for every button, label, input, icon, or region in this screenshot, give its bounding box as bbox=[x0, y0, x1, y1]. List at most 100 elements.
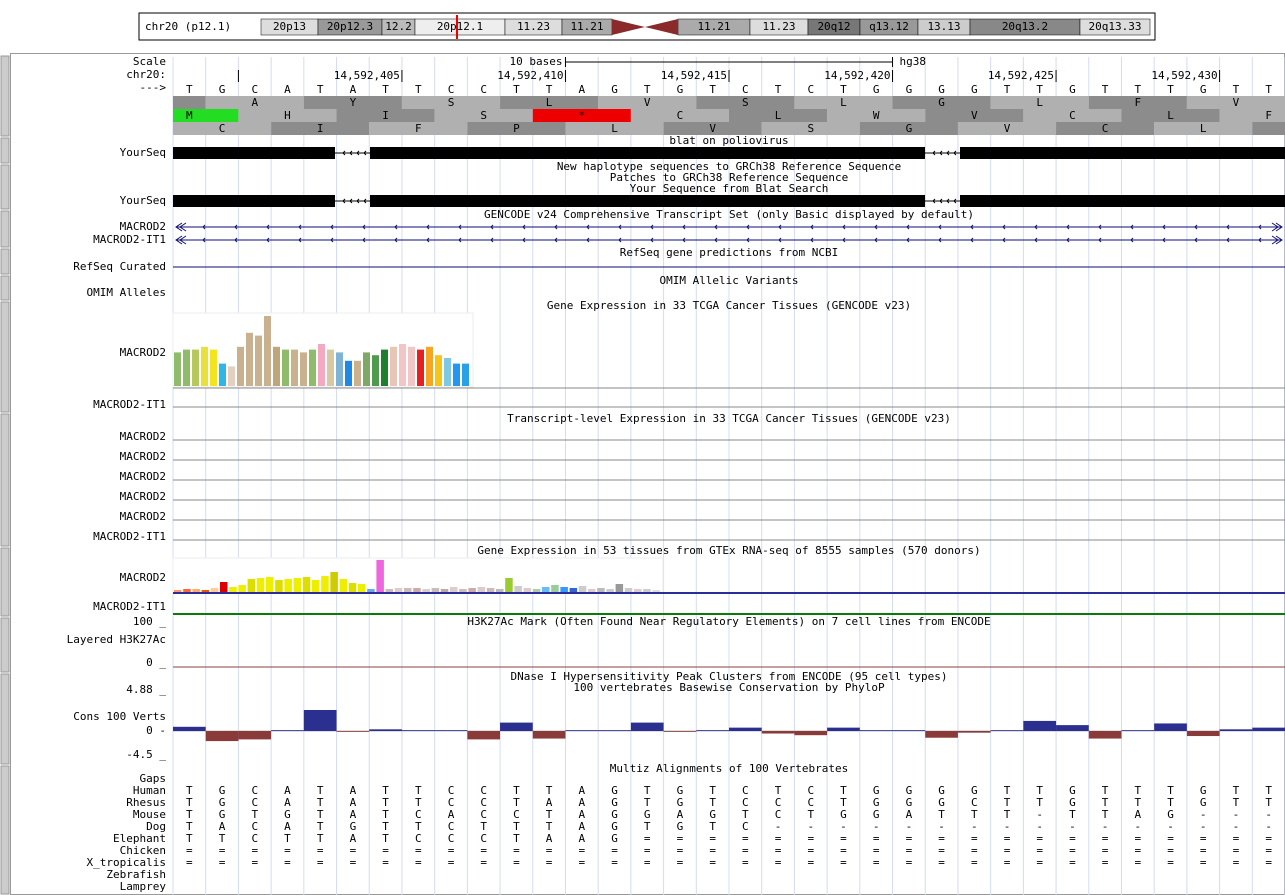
conservation-bar bbox=[401, 730, 435, 731]
conservation-bar bbox=[729, 727, 762, 731]
strand-arrow bbox=[363, 150, 367, 156]
species-label: X_tropicalis bbox=[87, 856, 166, 869]
expression-bar bbox=[312, 580, 320, 592]
strand-arrow bbox=[932, 150, 936, 156]
aligned-base: A bbox=[579, 784, 586, 797]
aligned-base: T bbox=[1004, 808, 1011, 821]
track-title: GENCODE v24 Comprehensive Transcript Set… bbox=[484, 208, 974, 221]
codon bbox=[205, 96, 304, 109]
aligned-base: - bbox=[807, 820, 814, 833]
aligned-base: T bbox=[1135, 796, 1142, 809]
codon bbox=[565, 122, 664, 135]
aligned-base: T bbox=[1069, 808, 1076, 821]
expression-bar bbox=[569, 588, 578, 592]
strand-arrow bbox=[394, 237, 398, 243]
track-label: 0 - bbox=[146, 724, 166, 737]
side-button[interactable] bbox=[0, 275, 10, 301]
aligned-base: T bbox=[513, 784, 520, 797]
aligned-base: C bbox=[807, 796, 814, 809]
aligned-base: - bbox=[1069, 820, 1076, 833]
aligned-base: A bbox=[350, 784, 357, 797]
aligned-base: = bbox=[1102, 844, 1109, 857]
side-button[interactable] bbox=[0, 673, 10, 765]
expression-bar bbox=[345, 360, 352, 386]
strand-arrow bbox=[970, 224, 974, 230]
aligned-base: G bbox=[284, 808, 291, 821]
track-label: MACROD2 bbox=[120, 490, 166, 503]
species-label: Human bbox=[133, 784, 166, 797]
amino-acid: L bbox=[840, 96, 847, 109]
expression-bar bbox=[229, 587, 237, 592]
expression-bar bbox=[192, 589, 200, 592]
side-button[interactable] bbox=[0, 248, 10, 275]
expression-bar bbox=[404, 588, 412, 592]
side-button[interactable] bbox=[0, 301, 10, 413]
conservation-bar bbox=[238, 731, 272, 740]
expression-bar bbox=[394, 588, 403, 592]
track-label: MACROD2 bbox=[120, 430, 166, 443]
aligned-base: = bbox=[317, 856, 324, 869]
aligned-base: T bbox=[317, 832, 324, 845]
amino-acid: V bbox=[644, 96, 651, 109]
base: T bbox=[775, 83, 782, 96]
codon bbox=[729, 109, 828, 122]
aligned-base: T bbox=[1036, 796, 1043, 809]
position-label: 14,592,425 bbox=[988, 69, 1054, 82]
track-title: Gene Expression in 53 tissues from GTEx … bbox=[477, 544, 980, 557]
aligned-base: T bbox=[382, 784, 389, 797]
amino-acid: P bbox=[513, 122, 520, 135]
conservation-bar bbox=[925, 731, 958, 738]
aligned-base: G bbox=[1200, 784, 1207, 797]
expression-bar bbox=[486, 588, 495, 592]
expression-bar bbox=[282, 349, 289, 386]
conservation-bar bbox=[1121, 730, 1155, 731]
expression-bar bbox=[367, 589, 375, 592]
ideogram-band-label: 20q13.33 bbox=[1089, 20, 1142, 33]
aligned-base: = bbox=[350, 844, 357, 857]
side-button[interactable] bbox=[0, 164, 10, 210]
aligned-base: G bbox=[873, 808, 880, 821]
conservation-bar bbox=[467, 731, 501, 740]
expression-bar bbox=[210, 349, 217, 386]
conservation-bar bbox=[761, 731, 795, 734]
conservation-bar bbox=[1023, 720, 1057, 731]
aligned-base: T bbox=[251, 808, 258, 821]
strand-arrow bbox=[932, 198, 936, 204]
strand-arrow bbox=[298, 224, 302, 230]
side-button[interactable] bbox=[0, 413, 10, 547]
amino-acid: S bbox=[448, 96, 455, 109]
aligned-base: A bbox=[219, 820, 226, 833]
assembly-label: hg38 bbox=[900, 55, 927, 68]
track-title: OMIM Allelic Variants bbox=[659, 274, 798, 287]
side-button[interactable] bbox=[0, 137, 10, 164]
expression-bar bbox=[551, 585, 559, 592]
species-label: Dog bbox=[146, 820, 166, 833]
amino-acid: G bbox=[906, 122, 913, 135]
alignment-block bbox=[370, 195, 925, 207]
side-button[interactable] bbox=[0, 210, 10, 248]
aligned-base: T bbox=[807, 808, 814, 821]
strand-arrow bbox=[906, 224, 910, 230]
side-button[interactable] bbox=[0, 547, 10, 617]
strand-arrow bbox=[330, 237, 334, 243]
aligned-base: C bbox=[480, 796, 487, 809]
aligned-base: = bbox=[546, 844, 553, 857]
base: T bbox=[1102, 83, 1109, 96]
expression-bar bbox=[275, 580, 283, 592]
expression-bar bbox=[413, 588, 421, 592]
conservation-bar bbox=[892, 730, 926, 731]
side-button[interactable] bbox=[0, 617, 10, 673]
aligned-base: A bbox=[546, 796, 553, 809]
codon bbox=[663, 122, 762, 135]
aligned-base: C bbox=[448, 784, 455, 797]
side-button[interactable] bbox=[0, 765, 10, 895]
side-button[interactable] bbox=[0, 55, 10, 137]
track-label: MACROD2-IT1 bbox=[93, 530, 166, 543]
base: G bbox=[971, 83, 978, 96]
aligned-base: = bbox=[873, 856, 880, 869]
amino-acid: V bbox=[971, 109, 978, 122]
aligned-base: = bbox=[382, 844, 389, 857]
expression-bar bbox=[597, 588, 605, 592]
conservation-bar bbox=[1088, 731, 1122, 739]
aligned-base: = bbox=[480, 844, 487, 857]
